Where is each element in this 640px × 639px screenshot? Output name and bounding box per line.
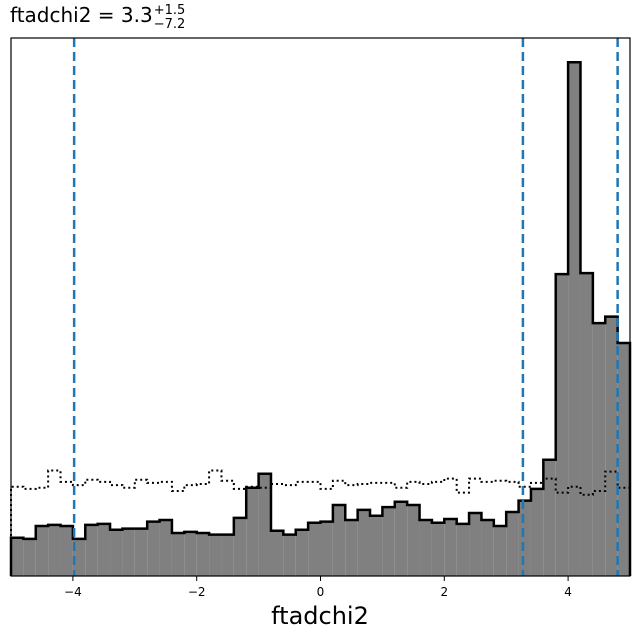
histogram-bar	[345, 520, 358, 576]
histogram-bar	[518, 500, 531, 576]
histogram-bar	[444, 518, 457, 576]
histogram-bar	[332, 504, 346, 576]
histogram-bar	[209, 534, 222, 576]
histogram-bar	[246, 487, 259, 576]
x-tick-label: 4	[564, 585, 572, 599]
histogram-bar	[11, 537, 24, 576]
histogram-bar	[592, 323, 606, 576]
histogram-bar	[221, 534, 234, 576]
histogram-bar	[283, 534, 296, 576]
histogram-bar	[506, 511, 519, 576]
histogram-bar	[270, 530, 284, 576]
histogram-bar	[555, 274, 569, 576]
histogram-bar	[159, 520, 172, 576]
histogram-bar	[394, 501, 408, 576]
histogram-bar	[295, 529, 309, 576]
histogram-bar	[407, 504, 420, 576]
histogram-bar	[370, 515, 383, 576]
histogram-bar	[493, 525, 507, 576]
histogram-bar	[196, 532, 210, 576]
histogram-bar	[382, 507, 395, 576]
x-tick-label: −4	[64, 585, 82, 599]
histogram-bar	[85, 524, 98, 576]
histogram-bar	[580, 273, 593, 576]
histogram-bar	[543, 459, 556, 576]
histogram-bar	[72, 538, 86, 576]
histogram-bar	[258, 473, 271, 576]
chart-title: ftadchi2 = 3.3 +1.5 −7.2	[10, 3, 185, 32]
x-axis: −4 −2 0 2 4	[10, 37, 631, 599]
histogram-bar	[233, 517, 247, 576]
histogram-outline	[9, 60, 632, 576]
histogram-bar	[568, 62, 581, 576]
histogram-bar	[97, 523, 111, 576]
histogram-bar	[147, 521, 160, 576]
histogram-bar	[431, 522, 445, 576]
histogram-bar	[456, 523, 470, 576]
x-axis-label: ftadchi2	[271, 602, 369, 630]
histogram-bar	[605, 316, 618, 576]
chart-title-lower-error: −7.2	[154, 17, 186, 32]
x-tick-label: −2	[188, 585, 206, 599]
histogram-bar	[23, 538, 36, 576]
chart-title-main: ftadchi2 = 3.3	[10, 3, 153, 27]
histogram-bar	[122, 528, 135, 576]
histogram-bar	[60, 525, 73, 576]
histogram-bar	[110, 529, 123, 576]
histogram-bar	[48, 524, 61, 576]
histogram-bar	[320, 521, 333, 576]
histogram-bar	[357, 509, 371, 576]
histogram-bar	[617, 343, 630, 576]
chart-title-upper-error: +1.5	[154, 3, 186, 18]
histogram-bar	[35, 525, 49, 576]
plot-area	[9, 38, 632, 576]
histogram-bar	[469, 513, 482, 576]
histogram-bar	[481, 520, 494, 576]
histogram-bar	[184, 531, 197, 576]
histogram-bar	[419, 520, 432, 576]
histogram-bar	[530, 488, 544, 576]
histogram-bar	[171, 532, 185, 576]
x-tick-label: 0	[317, 585, 325, 599]
histogram-bar	[308, 522, 321, 576]
x-tick-label: 2	[440, 585, 448, 599]
histogram-bar	[134, 528, 148, 576]
